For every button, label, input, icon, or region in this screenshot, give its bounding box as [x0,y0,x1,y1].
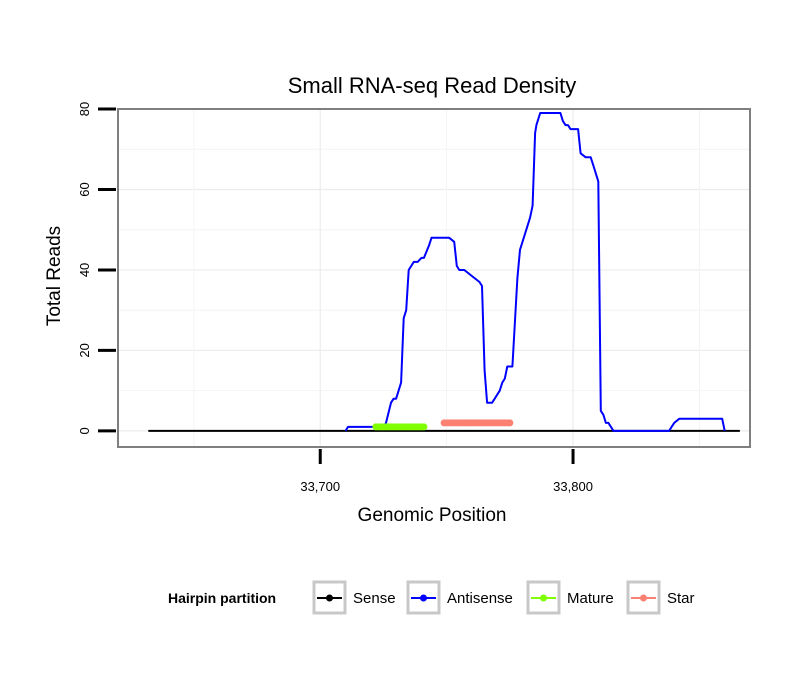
plot-panel [117,108,751,448]
y-tick-label: 0 [77,427,92,434]
x-tick-label: 33,800 [553,479,593,494]
legend-label-mature: Mature [567,590,614,607]
legend-key-point [640,594,647,602]
y-tick-label: 20 [77,343,92,357]
legend-key-point [326,594,333,602]
panel-border [117,108,751,448]
legend-item-sense: Sense [312,580,396,615]
y-tick-label: 40 [77,263,92,277]
legend-item-antisense: Antisense [406,580,513,615]
y-tick-label: 60 [77,182,92,196]
legend-item-star: Star [626,580,695,615]
y-axis: 0 20 40 60 80 [77,102,116,435]
y-axis-title: Total Reads [44,226,65,326]
series-line-antisense [344,112,726,432]
x-axis-title: Genomic Position [358,505,507,526]
legend-title: Hairpin partition [168,590,276,606]
legend-label-antisense: Antisense [447,590,513,607]
legend-key-point [540,594,547,602]
legend-key-point [420,594,427,602]
data-point-star [506,419,514,427]
chart-title: Small RNA-seq Read Density [288,73,577,98]
x-axis: 33,700 33,800 [300,449,593,494]
y-tick-label: 80 [77,102,92,116]
legend-item-mature: Mature [526,580,614,615]
legend-label-star: Star [667,590,695,607]
legend: Hairpin partition Sense Antisense Mature St… [168,580,695,615]
legend-label-sense: Sense [353,590,396,607]
x-tick-label: 33,700 [300,479,340,494]
data-point-mature [420,423,428,431]
panel-background [118,109,750,447]
